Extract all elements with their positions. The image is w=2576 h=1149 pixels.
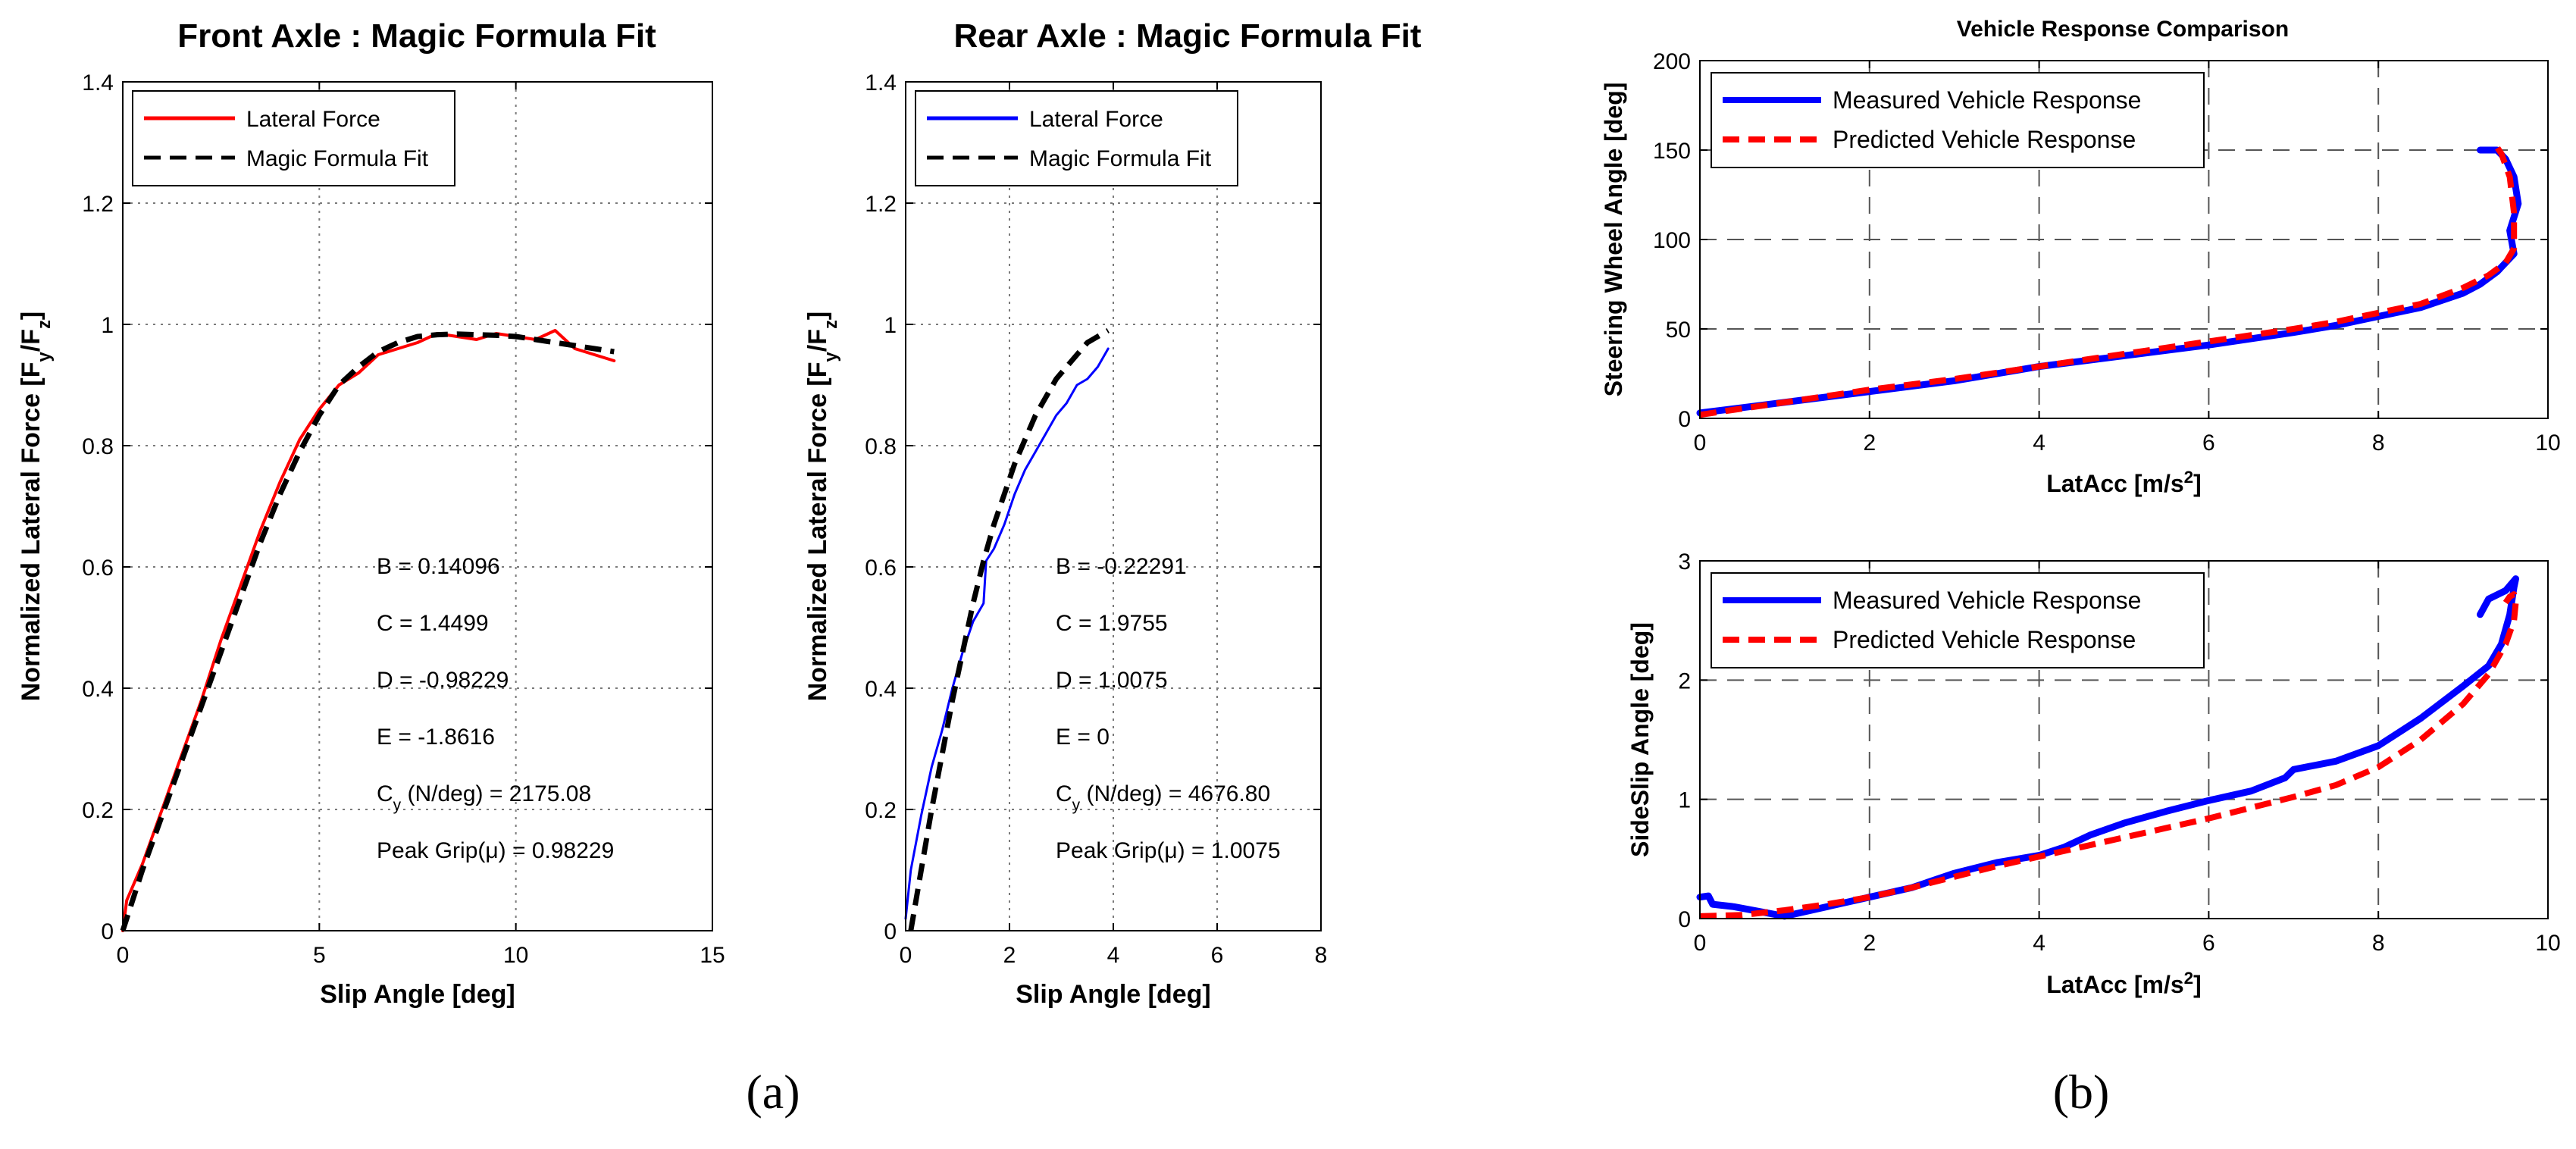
y-axis-label: Steering Wheel Angle [deg] xyxy=(1600,83,1627,397)
y-tick-label: 0 xyxy=(1678,407,1691,432)
chart-title: Vehicle Response Comparison xyxy=(1957,17,2289,42)
annotation-5: Cy (N/deg) = 4676.80 xyxy=(1056,781,1270,814)
annotation-5: Cy (N/deg) = 2175.08 xyxy=(377,781,591,814)
plot-frame xyxy=(905,81,1322,931)
series-line-1 xyxy=(904,347,1110,920)
series-line-2 xyxy=(908,327,1110,931)
x-tick-label: 4 xyxy=(1107,943,1120,968)
x-tick-label: 10 xyxy=(2535,430,2560,456)
y-tick-label: 50 xyxy=(1666,318,1691,343)
chart-2: 0 2 4 6 8 0 0.2 0.4 0.6 0.8 1 1.2 1.4 Rear Axle : Mag… xyxy=(803,17,1422,1009)
x-tick-label: 2 xyxy=(1003,943,1016,968)
legend-box xyxy=(1711,72,2205,168)
x-tick-label: 6 xyxy=(2202,931,2215,956)
panel-label-a: (a) xyxy=(746,1065,800,1119)
legend-box xyxy=(132,90,455,186)
plot-frame xyxy=(1699,60,2549,419)
x-tick-label: 10 xyxy=(2535,931,2560,956)
annotation-2: C = 1.4499 xyxy=(377,611,489,636)
x-tick-label: 10 xyxy=(503,943,528,968)
annotation-1: B = 0.14096 xyxy=(377,554,500,579)
annotation-4: E = -1.8616 xyxy=(377,725,495,750)
legend-label-2: Magic Formula Fit xyxy=(246,146,429,171)
x-tick-label: 4 xyxy=(2033,430,2045,456)
y-tick-label: 0.8 xyxy=(82,434,114,459)
y-tick-label: 0.8 xyxy=(865,434,897,459)
x-tick-label: 2 xyxy=(1863,931,1876,956)
legend-box xyxy=(1711,572,2205,668)
series-line-1 xyxy=(1696,575,2519,920)
y-tick-label: 3 xyxy=(1678,549,1691,574)
y-axis-label: Normalized Lateral Force [Fy/Fz] xyxy=(803,312,841,702)
legend-label-2: Predicted Vehicle Response xyxy=(1833,626,2136,653)
legend-label-2: Predicted Vehicle Response xyxy=(1833,126,2136,153)
x-tick-label: 8 xyxy=(1315,943,1328,968)
y-tick-label: 1.4 xyxy=(865,70,897,95)
annotation-4: E = 0 xyxy=(1056,725,1110,750)
x-tick-label: 0 xyxy=(900,943,912,968)
x-tick-label: 8 xyxy=(2372,931,2385,956)
legend-label-1: Lateral Force xyxy=(246,107,380,132)
y-tick-label: 150 xyxy=(1653,139,1691,164)
y-tick-label: 1.2 xyxy=(82,192,114,217)
x-axis-label: Slip Angle [deg] xyxy=(320,980,515,1009)
legend-label-1: Measured Vehicle Response xyxy=(1833,86,2141,114)
chart-1: 0 5 10 15 0 0.2 0.4 0.6 0.8 1 1.2 1.4 Front Axle : M… xyxy=(17,17,725,1009)
y-tick-label: 0 xyxy=(884,919,897,944)
x-tick-label: 0 xyxy=(117,943,130,968)
annotation-3: D = -0.98229 xyxy=(377,668,509,693)
annotation-2: C = 1.9755 xyxy=(1056,611,1168,636)
x-tick-label: 4 xyxy=(2033,931,2045,956)
y-tick-label: 0 xyxy=(1678,907,1691,932)
x-tick-label: 15 xyxy=(700,943,725,968)
legend-label-1: Measured Vehicle Response xyxy=(1833,587,2141,614)
x-tick-label: 0 xyxy=(1694,931,1707,956)
plot-area xyxy=(123,82,712,931)
y-tick-label: 100 xyxy=(1653,228,1691,253)
legend-box xyxy=(915,90,1238,186)
x-axis-label: LatAcc [m/s2] xyxy=(2046,969,2202,999)
y-axis-label: SideSlip Angle [deg] xyxy=(1626,622,1654,857)
y-tick-label: 0.4 xyxy=(865,677,897,702)
x-tick-label: 6 xyxy=(2202,430,2215,456)
plot-frame xyxy=(1699,560,2549,919)
y-tick-label: 200 xyxy=(1653,49,1691,74)
chart-4: 0 2 4 6 8 10 0 1 2 3 LatAcc [m/s2] SideSlip Angle [… xyxy=(1626,549,2561,998)
y-tick-label: 1 xyxy=(884,313,897,338)
x-tick-label: 8 xyxy=(2372,430,2385,456)
y-tick-label: 0.6 xyxy=(865,556,897,581)
series-line-1 xyxy=(121,329,616,932)
series-line-2 xyxy=(120,331,615,932)
y-tick-label: 0 xyxy=(101,919,114,944)
y-tick-label: 0.2 xyxy=(82,798,114,823)
x-tick-label: 2 xyxy=(1863,430,1876,456)
panel-label-b: (b) xyxy=(2053,1065,2110,1119)
chart-title: Front Axle : Magic Formula Fit xyxy=(177,17,656,55)
y-tick-label: 1.2 xyxy=(865,192,897,217)
series-line-2 xyxy=(1699,139,2518,418)
y-axis-label: Normalized Lateral Force [Fy/Fz] xyxy=(17,312,55,702)
x-axis-label: LatAcc [m/s2] xyxy=(2046,468,2202,498)
annotation-6: Peak Grip(μ) = 0.98229 xyxy=(377,838,614,863)
annotation-6: Peak Grip(μ) = 1.0075 xyxy=(1056,838,1281,863)
y-tick-label: 1 xyxy=(101,313,114,338)
x-axis-label: Slip Angle [deg] xyxy=(1016,980,1211,1009)
annotation-3: D = 1.0075 xyxy=(1056,668,1168,693)
chart-title: Rear Axle : Magic Formula Fit xyxy=(954,17,1422,55)
y-tick-label: 0.4 xyxy=(82,677,114,702)
y-tick-label: 2 xyxy=(1678,668,1691,693)
x-tick-label: 0 xyxy=(1694,430,1707,456)
x-tick-label: 6 xyxy=(1211,943,1224,968)
annotation-1: B = -0.22291 xyxy=(1056,554,1187,579)
plot-frame xyxy=(122,81,713,931)
x-tick-label: 5 xyxy=(313,943,326,968)
legend-label-2: Magic Formula Fit xyxy=(1029,146,1212,171)
y-tick-label: 0.2 xyxy=(865,798,897,823)
y-tick-label: 1 xyxy=(1678,788,1691,813)
legend-label-1: Lateral Force xyxy=(1029,107,1163,132)
y-tick-label: 0.6 xyxy=(82,556,114,581)
y-tick-label: 1.4 xyxy=(82,70,114,95)
